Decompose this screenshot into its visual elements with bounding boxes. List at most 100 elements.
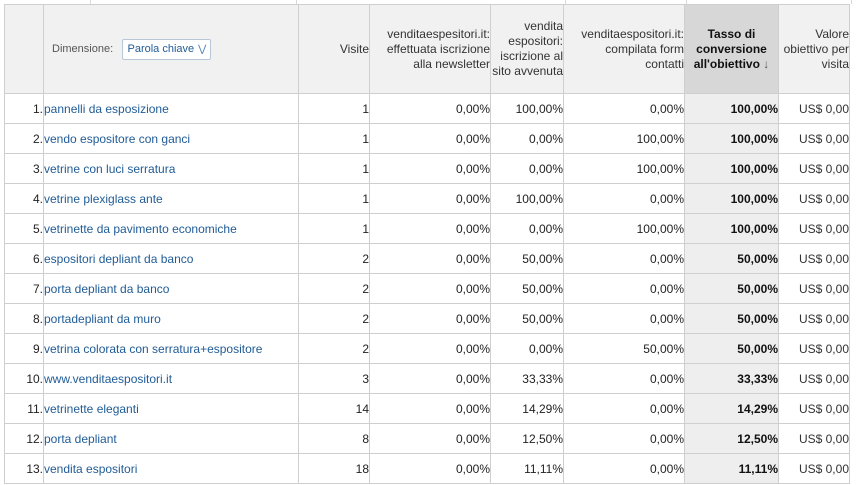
visits-cell: 1	[298, 213, 370, 244]
conversion-rate-cell: 50,00%	[684, 273, 779, 304]
keyword-report-table: Dimensione: Parola chiave ⋁ Visite vendit…	[4, 4, 850, 484]
goal1-cell: 0,00%	[369, 303, 491, 334]
keyword-link[interactable]: vetrine plexiglass ante	[43, 183, 299, 214]
goal3-cell: 0,00%	[563, 453, 685, 484]
top-edge	[0, 0, 856, 4]
table-header-row: Dimensione: Parola chiave ⋁ Visite vendit…	[4, 4, 850, 94]
row-index: 11.	[4, 393, 44, 424]
keyword-link[interactable]: porta depliant	[43, 423, 299, 454]
row-index: 3.	[4, 153, 44, 184]
goal2-column-header[interactable]: vendita espositori: iscrizione al sito a…	[490, 4, 564, 94]
conversion-rate-header-label: Tasso di conversione all'obiettivo	[693, 26, 767, 71]
row-index: 7.	[4, 273, 44, 304]
row-index: 9.	[4, 333, 44, 364]
table-row: 4. vetrine plexiglass ante 1 0,00% 100,00% 0,…	[4, 183, 850, 214]
keyword-link[interactable]: espositori depliant da banco	[43, 243, 299, 274]
goal3-cell: 0,00%	[563, 93, 685, 124]
goal-value-cell: US$ 0,00	[778, 303, 850, 334]
visits-column-header[interactable]: Visite	[298, 4, 370, 94]
row-index: 13.	[4, 453, 44, 484]
table-row: 10. www.venditaespositori.it 3 0,00% 33,33% 0…	[4, 363, 850, 394]
goal-value-cell: US$ 0,00	[778, 273, 850, 304]
goal3-cell: 100,00%	[563, 123, 685, 154]
goal1-cell: 0,00%	[369, 93, 491, 124]
goal2-cell: 100,00%	[490, 183, 564, 214]
table-row: 12. porta depliant 8 0,00% 12,50% 0,00% 12,50%…	[4, 423, 850, 454]
keyword-link[interactable]: portadepliant da muro	[43, 303, 299, 334]
goal-value-cell: US$ 0,00	[778, 213, 850, 244]
dimension-value: Parola chiave	[127, 42, 195, 55]
conversion-rate-cell: 50,00%	[684, 303, 779, 334]
row-index: 10.	[4, 363, 44, 394]
visits-cell: 2	[298, 273, 370, 304]
table-row: 2. vendo espositore con ganci 1 0,00% 0,00% 1…	[4, 123, 850, 154]
keyword-link[interactable]: vetrina colorata con serratura+espositor…	[43, 333, 299, 364]
goal1-cell: 0,00%	[369, 243, 491, 274]
conversion-rate-cell: 50,00%	[684, 243, 779, 274]
row-index: 6.	[4, 243, 44, 274]
goal-value-cell: US$ 0,00	[778, 453, 850, 484]
visits-cell: 2	[298, 243, 370, 274]
row-index: 12.	[4, 423, 44, 454]
row-index: 1.	[4, 93, 44, 124]
conversion-rate-cell: 50,00%	[684, 333, 779, 364]
table-row: 7. porta depliant da banco 2 0,00% 50,00% 0,0…	[4, 273, 850, 304]
visits-cell: 1	[298, 93, 370, 124]
goal-value-cell: US$ 0,00	[778, 153, 850, 184]
goal3-cell: 50,00%	[563, 333, 685, 364]
chevron-down-icon: ⋁	[198, 43, 207, 55]
goal2-cell: 50,00%	[490, 303, 564, 334]
goal2-cell: 0,00%	[490, 153, 564, 184]
keyword-link[interactable]: vetrine con luci serratura	[43, 153, 299, 184]
table-row: 11. vetrinette eleganti 14 0,00% 14,29% 0,00%…	[4, 393, 850, 424]
goal1-cell: 0,00%	[369, 153, 491, 184]
row-index: 4.	[4, 183, 44, 214]
table-row: 5. vetrinette da pavimento economiche 1 0,0…	[4, 213, 850, 244]
conversion-rate-column-header[interactable]: Tasso di conversione all'obiettivo ↓	[684, 4, 779, 94]
keyword-link[interactable]: vendita espositori	[43, 453, 299, 484]
table-row: 13. vendita espositori 18 0,00% 11,11% 0,00% 1…	[4, 453, 850, 484]
table-row: 1. pannelli da esposizione 1 0,00% 100,00% 0,…	[4, 93, 850, 124]
row-index: 8.	[4, 303, 44, 334]
goal2-cell: 0,00%	[490, 213, 564, 244]
keyword-link[interactable]: vetrinette da pavimento economiche	[43, 213, 299, 244]
goal2-cell: 50,00%	[490, 273, 564, 304]
keyword-link[interactable]: pannelli da esposizione	[43, 93, 299, 124]
keyword-link[interactable]: vetrinette eleganti	[43, 393, 299, 424]
keyword-link[interactable]: porta depliant da banco	[43, 273, 299, 304]
goal1-column-header[interactable]: venditaespesitori.it: effettuata iscrizi…	[369, 4, 491, 94]
conversion-rate-cell: 100,00%	[684, 93, 779, 124]
visits-cell: 8	[298, 423, 370, 454]
dimension-label: Dimensione:	[52, 42, 114, 55]
goal3-cell: 0,00%	[563, 363, 685, 394]
goal3-cell: 0,00%	[563, 243, 685, 274]
dimension-selector[interactable]: Parola chiave ⋁	[122, 38, 212, 60]
goal-value-cell: US$ 0,00	[778, 363, 850, 394]
goal3-cell: 100,00%	[563, 213, 685, 244]
visits-cell: 1	[298, 183, 370, 214]
sort-descending-icon: ↓	[763, 56, 770, 71]
goal1-cell: 0,00%	[369, 183, 491, 214]
goal-value-cell: US$ 0,00	[778, 243, 850, 274]
goal2-cell: 0,00%	[490, 333, 564, 364]
visits-cell: 1	[298, 123, 370, 154]
goal-value-column-header[interactable]: Valore obiettivo per visita	[778, 4, 850, 94]
goal3-cell: 0,00%	[563, 273, 685, 304]
goal3-cell: 0,00%	[563, 393, 685, 424]
table-row: 3. vetrine con luci serratura 1 0,00% 0,00% 1…	[4, 153, 850, 184]
goal2-cell: 14,29%	[490, 393, 564, 424]
goal-value-cell: US$ 0,00	[778, 93, 850, 124]
goal3-column-header[interactable]: venditaespositori.it: compilata form con…	[563, 4, 685, 94]
conversion-rate-cell: 100,00%	[684, 183, 779, 214]
goal3-cell: 100,00%	[563, 153, 685, 184]
goal3-cell: 0,00%	[563, 183, 685, 214]
keyword-link[interactable]: www.venditaespositori.it	[43, 363, 299, 394]
goal1-cell: 0,00%	[369, 123, 491, 154]
keyword-link[interactable]: vendo espositore con ganci	[43, 123, 299, 154]
goal-value-cell: US$ 0,00	[778, 393, 850, 424]
dimension-header: Dimensione: Parola chiave ⋁	[43, 4, 299, 94]
conversion-rate-cell: 100,00%	[684, 153, 779, 184]
goal1-cell: 0,00%	[369, 393, 491, 424]
goal-value-cell: US$ 0,00	[778, 333, 850, 364]
conversion-rate-cell: 100,00%	[684, 123, 779, 154]
